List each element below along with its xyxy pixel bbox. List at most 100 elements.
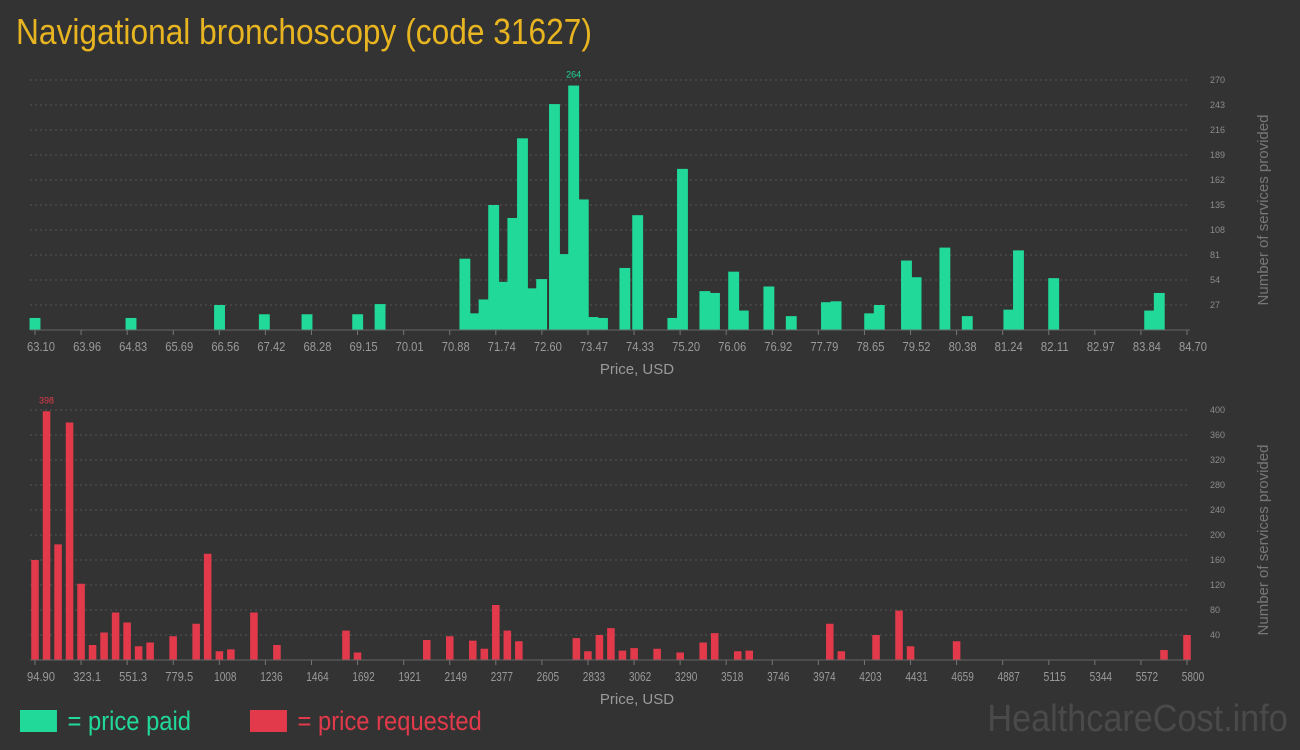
bar <box>763 286 775 330</box>
x-tick-label: 4659 <box>951 669 973 684</box>
bar <box>65 422 74 660</box>
bar <box>864 313 876 330</box>
bar <box>549 104 560 331</box>
x-tick-label: 82.11 <box>1041 339 1069 354</box>
bar <box>961 316 973 330</box>
bar <box>469 640 477 660</box>
bar <box>676 652 684 660</box>
x-tick-label: 80.38 <box>949 339 977 354</box>
x-tick-label: 5800 <box>1182 669 1204 684</box>
bar <box>214 305 225 330</box>
bar <box>203 553 212 660</box>
bar <box>830 301 842 330</box>
bar <box>536 279 548 330</box>
y-tick-label: 135 <box>1210 200 1225 210</box>
bar <box>77 583 85 660</box>
price-requested-swatch <box>250 710 287 732</box>
bar <box>192 623 200 660</box>
y-tick-label: 216 <box>1210 125 1225 135</box>
bar <box>577 199 589 330</box>
bar <box>445 636 454 660</box>
bar <box>587 317 599 330</box>
x-tick-label: 2833 <box>583 669 605 684</box>
bar <box>597 317 608 330</box>
bar <box>517 138 528 330</box>
x-tick-label: 67.42 <box>257 339 285 354</box>
bar <box>478 299 490 330</box>
y-tick-label: 40 <box>1210 630 1220 640</box>
bar <box>733 651 742 660</box>
x-tick-label: 3290 <box>675 669 697 684</box>
x-tick-label: 78.65 <box>856 339 884 354</box>
x-tick-label: 69.15 <box>350 339 378 354</box>
y-tick-label: 27 <box>1210 300 1220 310</box>
bar <box>227 649 235 660</box>
x-tick-label: 2377 <box>491 669 513 684</box>
bar <box>123 622 131 660</box>
bar <box>258 314 270 330</box>
bar <box>353 652 362 660</box>
bar <box>939 247 951 330</box>
bar <box>215 651 224 660</box>
y-tick-label: 400 <box>1210 405 1225 415</box>
bar <box>699 642 707 660</box>
x-tick-label: 4431 <box>905 669 927 684</box>
y-axis-title: Number of services provided <box>1255 445 1272 636</box>
x-tick-label: 84.70 <box>1179 339 1207 354</box>
bar <box>480 648 489 660</box>
x-tick-label: 5115 <box>1044 669 1066 684</box>
x-tick-label: 73.47 <box>580 339 608 354</box>
bar <box>526 288 538 330</box>
bar <box>710 633 719 660</box>
bar <box>352 314 364 330</box>
bar <box>497 281 509 330</box>
x-tick-label: 779.5 <box>165 669 193 684</box>
bar <box>488 205 500 330</box>
bar <box>632 215 644 330</box>
bar <box>584 651 592 660</box>
y-tick-label: 81 <box>1210 250 1220 260</box>
bar <box>459 258 471 330</box>
x-tick-label: 70.88 <box>442 339 470 354</box>
bar <box>699 291 711 330</box>
bar <box>503 630 512 660</box>
bar <box>1003 309 1015 330</box>
bar <box>737 310 749 330</box>
x-tick-label: 68.28 <box>303 339 331 354</box>
x-tick-label: 1692 <box>352 669 374 684</box>
x-tick-label: 76.92 <box>764 339 792 354</box>
y-tick-label: 120 <box>1210 580 1225 590</box>
bar <box>728 271 740 330</box>
bar <box>111 612 120 660</box>
bar <box>558 254 570 330</box>
x-tick-label: 71.74 <box>488 339 516 354</box>
bar <box>910 277 922 330</box>
bar <box>595 635 604 660</box>
x-tick-label: 323.1 <box>73 669 101 684</box>
x-tick-label: 63.96 <box>73 339 101 354</box>
bar <box>745 650 754 660</box>
x-tick-label: 82.97 <box>1087 339 1115 354</box>
x-tick-label: 4887 <box>997 669 1019 684</box>
x-tick-label: 81.24 <box>995 339 1023 354</box>
y-tick-label: 80 <box>1210 605 1220 615</box>
bar <box>31 560 39 660</box>
bar <box>906 646 915 660</box>
bar <box>169 636 177 660</box>
watermark: HealthcareCost.info <box>987 698 1288 740</box>
x-tick-label: 66.56 <box>211 339 239 354</box>
x-tick-label: 1236 <box>260 669 282 684</box>
bar <box>619 267 631 330</box>
bar <box>667 317 679 330</box>
bar <box>607 628 615 660</box>
x-tick-label: 1921 <box>398 669 420 684</box>
x-tick-label: 79.52 <box>903 339 931 354</box>
x-tick-label: 76.06 <box>718 339 746 354</box>
bar <box>54 544 62 660</box>
bar <box>1160 650 1168 660</box>
y-tick-label: 280 <box>1210 480 1225 490</box>
bar <box>29 317 41 330</box>
x-tick-label: 3518 <box>721 669 743 684</box>
price-paid-chart: 27 54 81 108 135 162 189 216 243 270 264 63.10 63.96… <box>27 70 1272 378</box>
